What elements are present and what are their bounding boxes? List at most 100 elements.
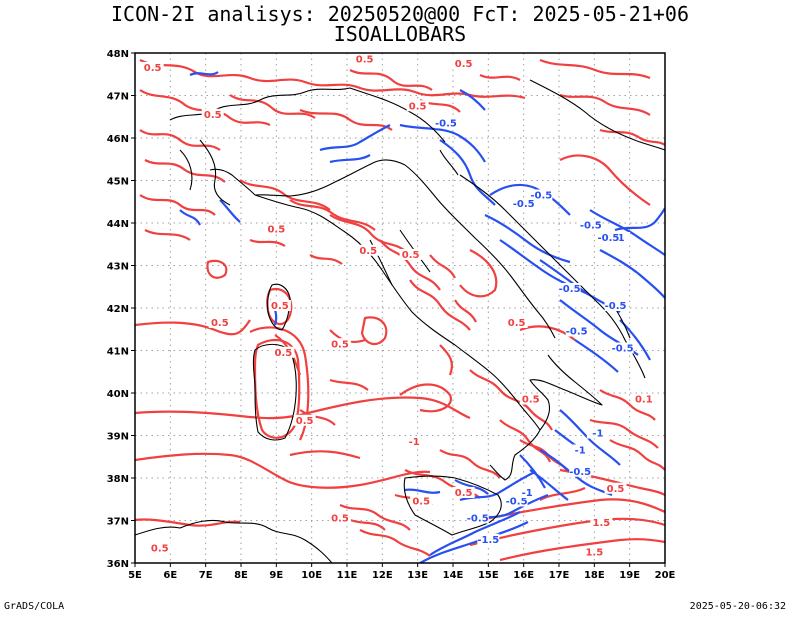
contour-label: 0.5 [607, 484, 625, 495]
lat-tick-label: 37N [107, 517, 129, 528]
contour-label-bg [328, 338, 351, 350]
map-title: ICON-2I analisys: 20250520@00 FcT: 2025-… [111, 2, 689, 26]
contour-label-bg [604, 482, 627, 494]
contour-label-bg [452, 487, 475, 498]
coastlines-and-borders [135, 79, 665, 563]
contour-label: -0.5 [530, 191, 552, 202]
contour-label: 0.5 [455, 59, 473, 70]
lon-tick-label: 13E [407, 570, 428, 581]
lon-tick-label: 16E [513, 570, 534, 581]
lat-tick-label: 40N [107, 389, 129, 400]
positive-isoallobar-contours [135, 58, 665, 562]
lon-tick-label: 19E [619, 570, 640, 581]
lon-tick-label: 9E [269, 570, 283, 581]
contour-label-bg [357, 244, 380, 256]
lon-tick-label: 20E [655, 570, 676, 581]
lon-tick-label: 17E [549, 570, 570, 581]
contour-label-bg [611, 342, 634, 354]
contour-label: 0.5 [402, 250, 420, 261]
contour-label-bg [586, 427, 609, 439]
contour-label-bg [452, 57, 475, 69]
contour-label: -0.5 [559, 284, 581, 295]
contour-label-bg [406, 100, 429, 112]
contour-label-bg [148, 542, 171, 554]
map-subtitle: ISOALLOBARS [333, 22, 467, 46]
lat-tick-label: 39N [107, 432, 129, 443]
axis-ticks: 5E 6E 7E 8E 9E 10E 11E 12E 13E 14E 15E 16E 17E 18E 19E… [107, 49, 676, 581]
software-credit: GrADS/COLA [4, 601, 65, 612]
contour-label: -0.5 [605, 301, 627, 312]
contour-label-bg [293, 414, 316, 426]
contour-label-bg [632, 393, 655, 405]
contour-label: -0.5 [435, 118, 457, 129]
lat-tick-label: 48N [107, 49, 129, 60]
contour-label: 0.5 [409, 101, 427, 112]
contour-label-bg [579, 219, 602, 231]
contour-label: 0.5 [522, 395, 540, 406]
lat-tick-label: 45N [107, 177, 129, 188]
contour-label-bg [141, 62, 164, 73]
contour-label: 0.5 [455, 488, 473, 499]
contour-label: 0.5 [271, 301, 289, 312]
lon-tick-label: 5E [128, 570, 142, 581]
contour-label-bg [569, 465, 592, 477]
contour-label-bg [558, 283, 581, 294]
contour-label-bg [530, 189, 553, 201]
lat-tick-label: 46N [107, 134, 129, 145]
contour-label: 1.5 [593, 518, 611, 529]
contour-label-bg [399, 249, 422, 260]
lat-tick-label: 44N [107, 219, 129, 230]
lon-tick-label: 8E [234, 570, 248, 581]
contour-label: 0.5 [356, 55, 374, 66]
contour-label: -0.5 [566, 327, 588, 338]
contour-label: 0.5 [508, 318, 526, 329]
contour-label: 1.5 [585, 548, 603, 559]
contour-label-bg [590, 516, 613, 528]
contour-label-bg [272, 346, 295, 358]
contour-label-bg [434, 117, 457, 129]
lon-tick-label: 6E [163, 570, 177, 581]
lat-tick-label: 38N [107, 474, 129, 485]
contour-label: 0.5 [331, 339, 349, 350]
lat-tick-label: 41N [107, 347, 129, 358]
contour-label-bg [208, 317, 231, 328]
contour-label-bg [201, 108, 224, 120]
contour-label: -0.5 [569, 467, 591, 478]
contour-label: 0.5 [275, 348, 293, 359]
generation-timestamp: 2025-05-20-06:32 [689, 601, 786, 612]
contour-label: 0.5 [296, 416, 314, 427]
contour-label-bg [512, 198, 535, 209]
negative-isoallobar-contours [179, 71, 665, 563]
contour-label-bg [466, 512, 489, 524]
lon-tick-label: 11E [337, 570, 358, 581]
contour-label-bg [565, 325, 588, 337]
lat-tick-label: 47N [107, 92, 129, 103]
contour-label: -1.5 [477, 535, 499, 546]
contour-label: 0.5 [204, 110, 222, 121]
lat-tick-label: 42N [107, 304, 129, 315]
contour-label-bg [505, 317, 528, 328]
contour-label: 0.5 [151, 543, 169, 554]
contour-label-bg [477, 533, 500, 545]
contour-label-bg [519, 393, 542, 405]
contour-label: 0.5 [331, 514, 349, 525]
contour-label: 0.5 [267, 225, 285, 236]
contour-label: -0.5 [467, 514, 489, 525]
contour-label-bg [597, 232, 620, 243]
contour-label-bg [516, 487, 539, 498]
contour-label-bg [328, 512, 351, 524]
contour-label-bg [569, 444, 592, 456]
lon-tick-label: 15E [478, 570, 499, 581]
contour-label: -1 [592, 429, 603, 440]
contour-label: -0.5 [580, 220, 602, 231]
contour-label-bg [265, 223, 288, 235]
lat-tick-label: 43N [107, 262, 129, 273]
contour-label: -1 [575, 446, 586, 457]
contour-label-bg [403, 436, 426, 447]
contour-label: -0.5 [598, 233, 620, 244]
lon-tick-label: 12E [372, 570, 393, 581]
contour-label: 0.5 [412, 497, 430, 508]
contour-label: 0.5 [144, 63, 162, 74]
lat-tick-label: 36N [107, 559, 129, 570]
